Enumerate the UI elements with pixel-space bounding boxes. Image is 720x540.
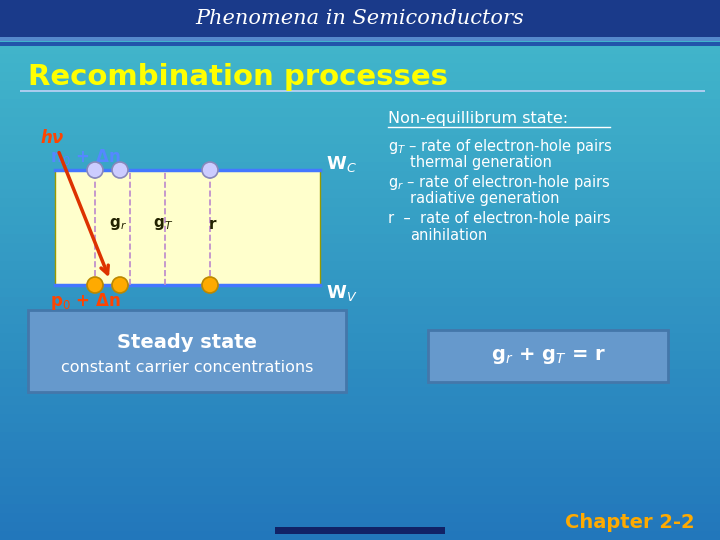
Text: hν: hν [40,129,63,147]
Polygon shape [0,288,720,297]
Polygon shape [0,45,720,54]
Polygon shape [0,486,720,495]
Polygon shape [0,270,720,279]
Polygon shape [0,468,720,477]
Polygon shape [0,162,720,171]
Text: g$_r$ – rate of electron-hole pairs: g$_r$ – rate of electron-hole pairs [388,172,611,192]
Polygon shape [0,90,720,99]
Text: r  –  rate of electron-hole pairs: r – rate of electron-hole pairs [388,211,611,226]
Polygon shape [0,225,720,234]
Polygon shape [0,369,720,378]
Text: g$_T$ – rate of electron-hole pairs: g$_T$ – rate of electron-hole pairs [388,137,613,156]
Text: radiative generation: radiative generation [410,192,559,206]
Polygon shape [0,495,720,504]
Polygon shape [0,504,720,513]
Polygon shape [0,333,720,342]
Polygon shape [0,396,720,405]
Circle shape [112,162,128,178]
Polygon shape [0,477,720,486]
Text: p$_0$ + Δn: p$_0$ + Δn [50,292,121,313]
Text: anihilation: anihilation [410,227,487,242]
Bar [0,37,720,41]
Polygon shape [0,378,720,387]
Polygon shape [0,144,720,153]
Polygon shape [0,432,720,441]
Polygon shape [0,189,720,198]
Bar [0,42,720,46]
Polygon shape [0,18,720,27]
Polygon shape [0,0,720,9]
Polygon shape [0,324,720,333]
Polygon shape [0,351,720,360]
Bar [28,310,346,392]
Circle shape [202,277,218,293]
Text: n$_0$ + Δn: n$_0$ + Δn [50,147,121,167]
Polygon shape [0,63,720,72]
Polygon shape [0,126,720,135]
Polygon shape [0,450,720,459]
Circle shape [87,277,103,293]
Bar [0,0,720,37]
Polygon shape [0,423,720,432]
Bar [428,330,668,382]
Polygon shape [0,180,720,189]
Bar [275,527,445,534]
Bar [20,90,705,92]
Polygon shape [0,360,720,369]
Polygon shape [0,36,720,45]
Text: Recombination processes: Recombination processes [28,63,448,91]
Text: Non-equillibrum state:: Non-equillibrum state: [388,111,568,125]
Polygon shape [0,117,720,126]
Polygon shape [0,81,720,90]
Polygon shape [0,522,720,531]
Circle shape [87,162,103,178]
Text: constant carrier concentrations: constant carrier concentrations [60,361,313,375]
Text: Chapter 2-2: Chapter 2-2 [565,512,695,531]
Polygon shape [0,252,720,261]
Polygon shape [0,9,720,18]
Polygon shape [0,135,720,144]
Polygon shape [0,531,720,540]
Polygon shape [0,405,720,414]
Text: W$_V$: W$_V$ [326,283,357,303]
Polygon shape [0,342,720,351]
Polygon shape [0,207,720,216]
Text: Phenomena in Semiconductors: Phenomena in Semiconductors [196,10,524,29]
Polygon shape [0,279,720,288]
Text: Steady state: Steady state [117,334,257,353]
Polygon shape [0,387,720,396]
Polygon shape [0,72,720,81]
Text: thermal generation: thermal generation [410,156,552,171]
Polygon shape [0,198,720,207]
Polygon shape [0,441,720,450]
Polygon shape [0,459,720,468]
Polygon shape [0,414,720,423]
Circle shape [112,277,128,293]
Circle shape [202,162,218,178]
Polygon shape [0,216,720,225]
Polygon shape [0,306,720,315]
Polygon shape [0,261,720,270]
Bar [55,170,320,285]
Text: g$_r$ + g$_T$ = r: g$_r$ + g$_T$ = r [490,346,606,366]
Polygon shape [0,108,720,117]
Text: r: r [210,217,217,232]
Polygon shape [0,27,720,36]
Polygon shape [0,99,720,108]
Text: W$_C$: W$_C$ [326,154,357,174]
Polygon shape [0,153,720,162]
Polygon shape [0,54,720,63]
Polygon shape [0,243,720,252]
Polygon shape [0,297,720,306]
Text: g$_r$: g$_r$ [109,217,127,233]
Polygon shape [0,234,720,243]
Polygon shape [0,171,720,180]
Polygon shape [0,315,720,324]
Text: g$_T$: g$_T$ [153,217,173,233]
Polygon shape [0,513,720,522]
